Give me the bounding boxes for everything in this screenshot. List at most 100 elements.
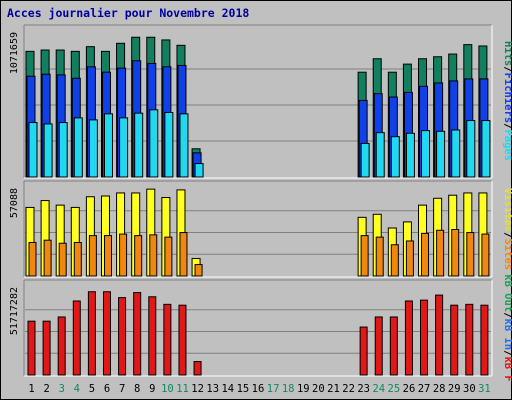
bar-pages [421, 130, 431, 178]
day-label: 30 [463, 383, 476, 395]
day-label: 31 [478, 383, 491, 395]
bar-kb [374, 316, 383, 376]
panel-kb-ymax-label: 51717282 [9, 287, 20, 335]
chart-title: Acces journalier pour Novembre 2018 [7, 6, 249, 20]
day-label: 12 [191, 383, 204, 395]
legend-middle: Visites/Sites [502, 188, 512, 270]
day-label: 19 [297, 383, 310, 395]
bar-pages [88, 119, 98, 178]
day-label: 20 [312, 383, 325, 395]
day-label: 8 [134, 383, 140, 395]
day-label: 22 [342, 383, 355, 395]
day-label: 3 [59, 383, 65, 395]
bar-kb [389, 316, 398, 376]
bar-sites [375, 236, 384, 277]
legend-bottom-part: / [502, 312, 512, 318]
bar-pages [451, 129, 461, 178]
bar-sites [405, 240, 414, 277]
bar-sites [149, 234, 158, 277]
bar-kb [465, 303, 474, 376]
day-label: 24 [372, 383, 385, 395]
legend-bottom-part: kB Out [502, 274, 512, 312]
day-label: 9 [149, 383, 155, 395]
day-label: 1 [28, 383, 34, 395]
panel-kb [24, 280, 492, 376]
bar-sites [58, 242, 67, 277]
bar-kb [178, 304, 187, 376]
bar-sites [43, 239, 52, 277]
bar-sites [179, 232, 188, 277]
day-label: 2 [43, 383, 49, 395]
day-label: 29 [448, 383, 461, 395]
bar-pages [149, 109, 159, 178]
day-label: 28 [433, 383, 446, 395]
day-label: 27 [418, 383, 431, 395]
bar-kb [57, 316, 66, 376]
bar-kb [404, 300, 413, 376]
bar-sites [466, 232, 475, 277]
bar-sites [360, 235, 369, 277]
bar-sites [421, 232, 430, 277]
day-label: 15 [237, 383, 250, 395]
bar-sites [481, 233, 490, 277]
day-label: 6 [104, 383, 110, 395]
legend-bottom-part: / [502, 350, 512, 356]
bar-kb [27, 320, 36, 376]
bar-pages [360, 142, 370, 178]
bar-sites [134, 235, 143, 277]
legend-middle-part: Visites [502, 188, 512, 232]
day-label: 26 [403, 383, 416, 395]
legend-bottom-part: kB F [502, 356, 512, 381]
day-label: 13 [206, 383, 219, 395]
day-label: 4 [74, 383, 80, 395]
bar-pages [194, 163, 204, 178]
bar-sites [103, 235, 112, 277]
day-label: 18 [282, 383, 295, 395]
bar-sites [194, 264, 203, 277]
day-label: 25 [388, 383, 401, 395]
bar-kb [87, 291, 96, 376]
bar-kb [359, 326, 368, 376]
panel-hits-ymax-label: 1071659 [9, 32, 20, 74]
day-label: 5 [89, 383, 95, 395]
day-label: 16 [252, 383, 265, 395]
bar-kb [193, 361, 202, 376]
day-label: 14 [221, 383, 234, 395]
legend-middle-part: / [502, 232, 512, 238]
bar-pages [103, 113, 113, 178]
bar-kb [480, 304, 489, 376]
bar-kb [133, 292, 142, 376]
bar-kb [42, 320, 51, 376]
legend-top-part: Fichiers [502, 73, 512, 124]
day-label: 10 [161, 383, 174, 395]
legend-middle-part: Sites [502, 238, 512, 270]
bar-pages [481, 120, 491, 178]
bar-pages [375, 132, 385, 178]
bar-pages [436, 130, 446, 178]
bar-pages [58, 122, 68, 178]
legend-top-part: Pages [502, 129, 512, 161]
panel-visits-ymax-label: 57088 [9, 188, 20, 218]
bar-sites [451, 229, 460, 277]
bar-kb [450, 304, 459, 376]
bar-pages [134, 112, 144, 178]
bar-pages [179, 113, 189, 178]
bar-pages [119, 117, 129, 178]
bar-kb [102, 291, 111, 376]
bar-pages [73, 117, 83, 178]
day-label: 7 [119, 383, 125, 395]
legend-bottom-part: kB In [502, 319, 512, 351]
bar-pages [28, 122, 38, 178]
bar-sites [28, 241, 37, 277]
bar-sites [390, 244, 399, 277]
bar-sites [88, 235, 97, 277]
bar-sites [73, 241, 82, 277]
bar-sites [164, 236, 173, 277]
legend-bottom: kB Out/kB In/kB F [502, 274, 512, 382]
bar-kb [420, 299, 429, 376]
bar-pages [466, 120, 476, 178]
day-label: 17 [267, 383, 280, 395]
bar-kb [435, 294, 444, 376]
bar-kb [118, 297, 127, 376]
